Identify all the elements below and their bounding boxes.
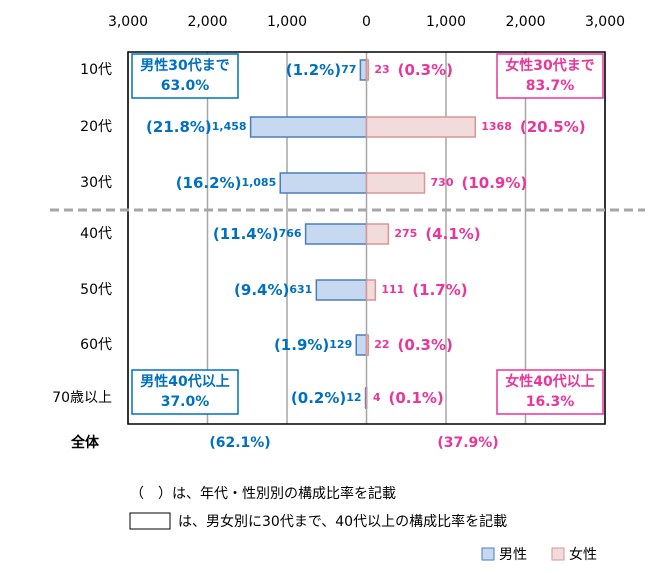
share-label: (21.8%) xyxy=(146,118,212,136)
bar xyxy=(365,59,370,81)
value-label: 22 xyxy=(374,338,389,351)
x-tick-label: 1,000 xyxy=(267,14,307,30)
legend-label: 男性 xyxy=(499,547,527,563)
bar xyxy=(355,334,368,356)
bar xyxy=(249,116,368,138)
y-tick-label: 30代 xyxy=(80,175,112,191)
x-tick-label: 2,000 xyxy=(505,14,545,30)
note-box-icon xyxy=(129,512,171,530)
share-label: (0.3%) xyxy=(398,61,453,79)
value-label: 1,458 xyxy=(212,120,247,133)
value-label: 4 xyxy=(373,391,381,404)
data-label: (11.4%)766 xyxy=(213,225,302,243)
value-label: 77 xyxy=(341,63,356,76)
box-title: 男性30代まで xyxy=(140,57,229,74)
total-share: (37.9%) xyxy=(437,435,498,451)
bar xyxy=(315,279,368,301)
share-label: (1.2%) xyxy=(286,61,341,79)
data-label: (16.2%)1,085 xyxy=(176,174,277,192)
value-label: 1368 xyxy=(481,120,512,133)
summary-box xyxy=(131,369,239,415)
share-label: (20.5%) xyxy=(520,118,586,136)
value-label: 766 xyxy=(279,227,302,240)
data-label: (9.4%)631 xyxy=(234,281,312,299)
plot-frame xyxy=(127,51,606,425)
bar xyxy=(365,279,377,301)
data-label: 23 (0.3%) xyxy=(374,61,453,79)
data-label: (21.8%)1,458 xyxy=(146,118,247,136)
total-label: 全体 xyxy=(70,434,100,451)
box-value: 16.3% xyxy=(526,394,575,410)
bar xyxy=(365,172,426,194)
share-label: (0.1%) xyxy=(388,389,443,407)
summary-box xyxy=(131,53,239,99)
box-title: 女性40代以上 xyxy=(505,373,594,390)
bar xyxy=(304,223,368,245)
x-tick-label: 2,000 xyxy=(187,14,227,30)
total-share: (62.1%) xyxy=(209,435,270,451)
box-value: 83.7% xyxy=(526,78,575,94)
data-label: 1368 (20.5%) xyxy=(481,118,585,136)
x-tick-label: 3,000 xyxy=(585,14,625,30)
value-label: 730 xyxy=(431,176,454,189)
x-tick-label: 0 xyxy=(362,14,371,30)
bar xyxy=(359,59,368,81)
data-label: 22 (0.3%) xyxy=(374,336,453,354)
bar xyxy=(279,172,368,194)
share-label: (1.9%) xyxy=(274,336,329,354)
share-label: (0.2%) xyxy=(291,389,346,407)
value-label: 111 xyxy=(381,283,404,296)
x-tick-label: 3,000 xyxy=(108,14,148,30)
share-label: (16.2%) xyxy=(176,174,242,192)
data-label: 111 (1.7%) xyxy=(381,281,467,299)
share-label: (4.1%) xyxy=(425,225,480,243)
share-label: (0.3%) xyxy=(398,336,453,354)
legend-swatch xyxy=(481,547,495,561)
bar xyxy=(365,116,477,138)
y-tick-label: 50代 xyxy=(80,282,112,298)
data-label: 730 (10.9%) xyxy=(431,174,528,192)
box-title: 男性40代以上 xyxy=(140,373,229,390)
y-tick-label: 10代 xyxy=(80,62,112,78)
bar xyxy=(365,334,369,356)
share-label: (9.4%) xyxy=(234,281,289,299)
box-value: 63.0% xyxy=(161,78,210,94)
y-tick-label: 40代 xyxy=(80,226,112,242)
x-tick-label: 1,000 xyxy=(426,14,466,30)
data-label: 4 (0.1%) xyxy=(373,389,444,407)
note: は、男女別に30代まで、40代以上の構成比率を記載 xyxy=(178,513,507,530)
value-label: 129 xyxy=(329,338,352,351)
share-label: (10.9%) xyxy=(462,174,528,192)
note: （ ）は、年代・性別別の構成比率を記載 xyxy=(130,485,396,502)
data-label: (0.2%)12 xyxy=(291,389,362,407)
value-label: 23 xyxy=(374,63,389,76)
y-tick-label: 70歳以上 xyxy=(52,390,112,406)
value-label: 275 xyxy=(394,227,417,240)
data-label: 275 (4.1%) xyxy=(394,225,480,243)
box-value: 37.0% xyxy=(161,394,210,410)
legend-label: 女性 xyxy=(569,546,597,563)
value-label: 1,085 xyxy=(241,176,276,189)
y-tick-label: 60代 xyxy=(80,337,112,353)
value-label: 12 xyxy=(346,391,361,404)
share-label: (11.4%) xyxy=(213,225,279,243)
summary-box xyxy=(496,369,604,415)
legend-swatch xyxy=(551,547,565,561)
data-label: (1.2%)77 xyxy=(286,61,357,79)
data-label: (1.9%)129 xyxy=(274,336,352,354)
value-label: 631 xyxy=(289,283,312,296)
box-title: 女性30代まで xyxy=(505,57,594,74)
share-label: (1.7%) xyxy=(412,281,467,299)
bar xyxy=(365,223,390,245)
y-tick-label: 20代 xyxy=(80,119,112,135)
summary-box xyxy=(496,53,604,99)
